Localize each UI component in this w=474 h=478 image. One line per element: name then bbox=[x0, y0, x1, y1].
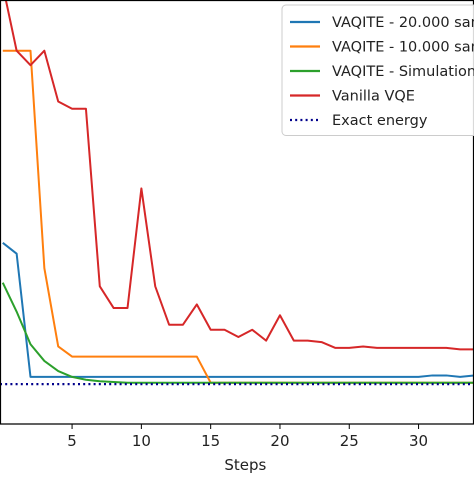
legend-label: Exact energy bbox=[332, 113, 428, 129]
legend-label: VAQITE - Simulation bbox=[332, 64, 474, 80]
legend-label: Vanilla VQE bbox=[332, 89, 415, 105]
series-line-0 bbox=[2, 242, 474, 378]
x-ticks: 5101520253035 bbox=[67, 424, 428, 450]
plot-area bbox=[0, 0, 474, 386]
x-tick-label: 30 bbox=[409, 432, 428, 450]
x-tick-label: 10 bbox=[132, 432, 151, 450]
x-tick-label: 25 bbox=[340, 432, 359, 450]
x-tick-label: 15 bbox=[201, 432, 220, 450]
legend: VAQITE - 20.000 samples VAQITE - 10.000 s… bbox=[281, 4, 474, 136]
x-tick-label: 5 bbox=[67, 432, 77, 450]
legend-label: VAQITE - 10.000 samples bbox=[332, 40, 474, 56]
legend-box bbox=[281, 4, 474, 136]
legend-label: VAQITE - 20.000 samples bbox=[332, 15, 474, 31]
series-line-3 bbox=[4, 0, 474, 351]
x-tick-label: 20 bbox=[270, 432, 289, 450]
series-line-2 bbox=[1, 282, 474, 384]
x-axis-label: Steps bbox=[224, 456, 266, 474]
